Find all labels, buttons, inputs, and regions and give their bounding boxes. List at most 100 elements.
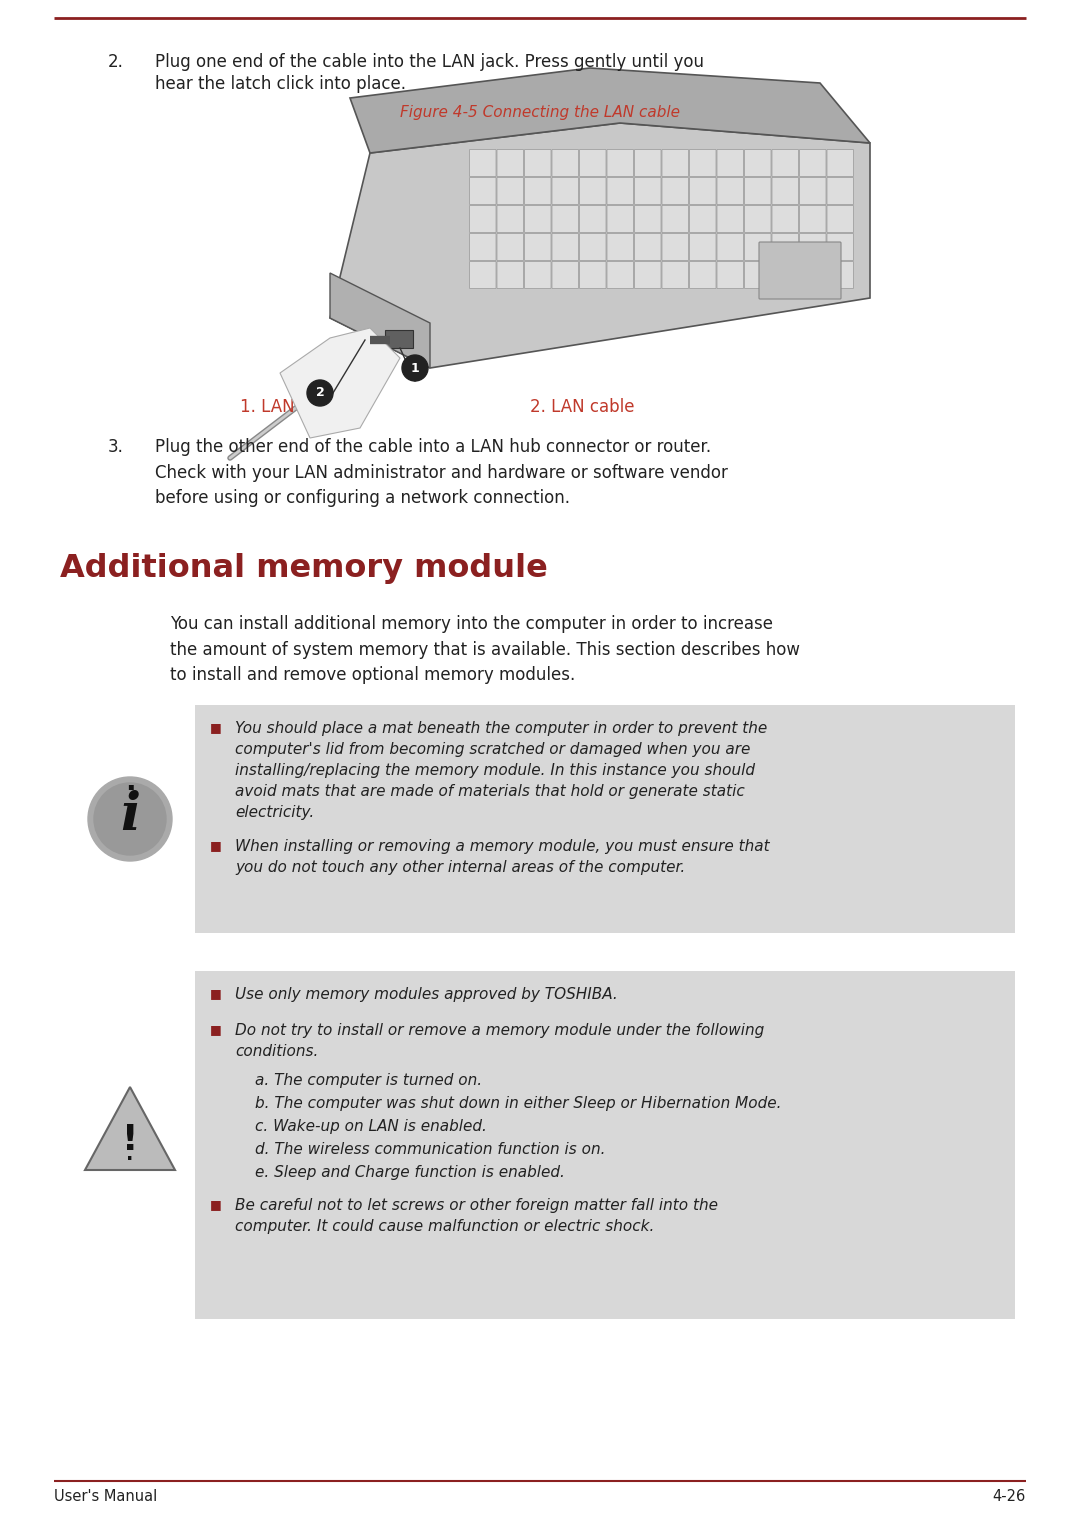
- FancyBboxPatch shape: [689, 178, 716, 204]
- FancyBboxPatch shape: [607, 262, 634, 289]
- FancyBboxPatch shape: [580, 262, 606, 289]
- FancyBboxPatch shape: [799, 149, 826, 176]
- Polygon shape: [330, 272, 430, 368]
- FancyBboxPatch shape: [827, 234, 853, 260]
- FancyBboxPatch shape: [497, 234, 524, 260]
- FancyBboxPatch shape: [470, 178, 496, 204]
- Text: 4-26: 4-26: [993, 1489, 1026, 1504]
- Circle shape: [402, 354, 428, 380]
- FancyBboxPatch shape: [607, 178, 634, 204]
- FancyBboxPatch shape: [717, 205, 743, 233]
- FancyBboxPatch shape: [799, 234, 826, 260]
- FancyBboxPatch shape: [827, 149, 853, 176]
- FancyBboxPatch shape: [717, 262, 743, 289]
- Polygon shape: [280, 329, 400, 438]
- Circle shape: [307, 380, 333, 406]
- FancyBboxPatch shape: [717, 234, 743, 260]
- FancyBboxPatch shape: [607, 149, 634, 176]
- FancyBboxPatch shape: [799, 178, 826, 204]
- FancyBboxPatch shape: [525, 262, 551, 289]
- Text: !: !: [122, 1122, 138, 1157]
- FancyBboxPatch shape: [772, 178, 798, 204]
- FancyBboxPatch shape: [689, 149, 716, 176]
- FancyBboxPatch shape: [580, 234, 606, 260]
- FancyBboxPatch shape: [717, 178, 743, 204]
- FancyBboxPatch shape: [635, 205, 661, 233]
- FancyBboxPatch shape: [525, 149, 551, 176]
- FancyBboxPatch shape: [827, 178, 853, 204]
- FancyBboxPatch shape: [772, 149, 798, 176]
- Text: ■: ■: [210, 840, 221, 852]
- Text: Plug the other end of the cable into a LAN hub connector or router.
Check with y: Plug the other end of the cable into a L…: [156, 438, 728, 508]
- Text: i: i: [120, 789, 140, 841]
- Text: 2: 2: [315, 386, 324, 400]
- Text: ■: ■: [210, 1024, 221, 1036]
- Text: e. Sleep and Charge function is enabled.: e. Sleep and Charge function is enabled.: [255, 1165, 565, 1180]
- FancyBboxPatch shape: [497, 205, 524, 233]
- Text: You can install additional memory into the computer in order to increase
the amo: You can install additional memory into t…: [170, 614, 800, 684]
- FancyBboxPatch shape: [552, 234, 579, 260]
- FancyBboxPatch shape: [744, 262, 771, 289]
- Text: Plug one end of the cable into the LAN jack. Press gently until you: Plug one end of the cable into the LAN j…: [156, 53, 704, 71]
- FancyBboxPatch shape: [662, 262, 689, 289]
- FancyBboxPatch shape: [744, 234, 771, 260]
- FancyBboxPatch shape: [580, 205, 606, 233]
- Text: You should place a mat beneath the computer in order to prevent the
computer's l: You should place a mat beneath the compu…: [235, 721, 767, 820]
- FancyBboxPatch shape: [827, 205, 853, 233]
- Text: ■: ■: [210, 987, 221, 999]
- Bar: [384, 330, 413, 348]
- Text: 1: 1: [410, 362, 419, 374]
- Text: ■: ■: [210, 721, 221, 735]
- Text: 2.: 2.: [108, 53, 124, 71]
- Text: Be careful not to let screws or other foreign matter fall into the
computer. It : Be careful not to let screws or other fo…: [235, 1199, 718, 1234]
- Text: Figure 4-5 Connecting the LAN cable: Figure 4-5 Connecting the LAN cable: [400, 105, 680, 120]
- FancyBboxPatch shape: [580, 149, 606, 176]
- Text: a. The computer is turned on.: a. The computer is turned on.: [255, 1072, 482, 1088]
- Polygon shape: [85, 1088, 175, 1170]
- FancyBboxPatch shape: [525, 205, 551, 233]
- FancyBboxPatch shape: [635, 178, 661, 204]
- FancyBboxPatch shape: [607, 205, 634, 233]
- FancyBboxPatch shape: [470, 234, 496, 260]
- Bar: [195, 706, 1015, 932]
- FancyBboxPatch shape: [772, 205, 798, 233]
- Text: User's Manual: User's Manual: [54, 1489, 158, 1504]
- Text: Additional memory module: Additional memory module: [60, 554, 548, 584]
- FancyBboxPatch shape: [497, 178, 524, 204]
- Text: b. The computer was shut down in either Sleep or Hibernation Mode.: b. The computer was shut down in either …: [255, 1097, 782, 1110]
- Text: 2. LAN cable: 2. LAN cable: [530, 399, 635, 417]
- Text: Use only memory modules approved by TOSHIBA.: Use only memory modules approved by TOSH…: [235, 987, 618, 1002]
- FancyBboxPatch shape: [470, 262, 496, 289]
- FancyBboxPatch shape: [662, 149, 689, 176]
- FancyBboxPatch shape: [772, 234, 798, 260]
- FancyBboxPatch shape: [552, 262, 579, 289]
- FancyBboxPatch shape: [689, 262, 716, 289]
- FancyBboxPatch shape: [689, 234, 716, 260]
- FancyBboxPatch shape: [689, 205, 716, 233]
- FancyBboxPatch shape: [525, 178, 551, 204]
- FancyBboxPatch shape: [552, 149, 579, 176]
- Text: hear the latch click into place.: hear the latch click into place.: [156, 75, 406, 93]
- Text: c. Wake-up on LAN is enabled.: c. Wake-up on LAN is enabled.: [255, 1119, 487, 1135]
- Text: When installing or removing a memory module, you must ensure that
you do not tou: When installing or removing a memory mod…: [235, 840, 770, 875]
- Text: d. The wireless communication function is on.: d. The wireless communication function i…: [255, 1142, 606, 1157]
- FancyBboxPatch shape: [552, 205, 579, 233]
- Text: ·: ·: [124, 776, 135, 803]
- FancyBboxPatch shape: [635, 234, 661, 260]
- FancyBboxPatch shape: [662, 234, 689, 260]
- FancyBboxPatch shape: [744, 149, 771, 176]
- FancyBboxPatch shape: [607, 234, 634, 260]
- Text: Do not try to install or remove a memory module under the following
conditions.: Do not try to install or remove a memory…: [235, 1024, 765, 1059]
- FancyBboxPatch shape: [744, 178, 771, 204]
- FancyBboxPatch shape: [662, 205, 689, 233]
- FancyBboxPatch shape: [497, 149, 524, 176]
- FancyBboxPatch shape: [799, 205, 826, 233]
- FancyBboxPatch shape: [662, 178, 689, 204]
- FancyBboxPatch shape: [470, 149, 496, 176]
- FancyBboxPatch shape: [799, 262, 826, 289]
- FancyBboxPatch shape: [580, 178, 606, 204]
- Polygon shape: [350, 68, 870, 154]
- Text: ·: ·: [126, 1150, 134, 1170]
- FancyBboxPatch shape: [525, 234, 551, 260]
- FancyBboxPatch shape: [470, 205, 496, 233]
